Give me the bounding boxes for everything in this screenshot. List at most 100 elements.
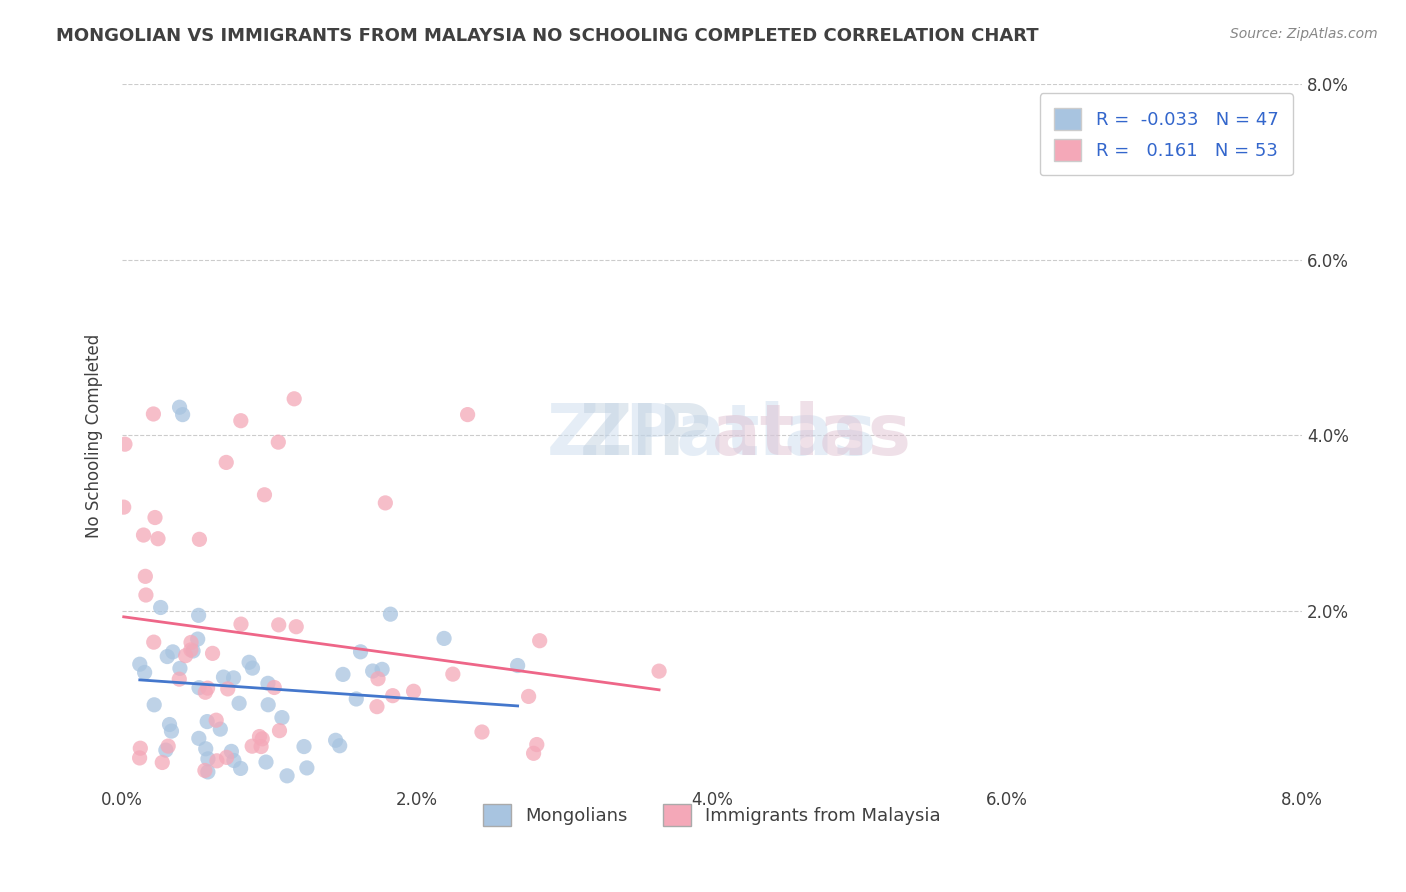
Point bbox=[180, 635, 202, 649]
Text: ZIP: ZIP bbox=[579, 401, 711, 470]
Point bbox=[292, 739, 315, 754]
Point bbox=[240, 739, 263, 754]
Y-axis label: No Schooling Completed: No Schooling Completed bbox=[86, 334, 103, 538]
Point bbox=[135, 588, 157, 602]
Point bbox=[132, 528, 155, 542]
Point bbox=[349, 645, 371, 659]
Point bbox=[238, 655, 260, 669]
Point bbox=[180, 643, 202, 657]
Point bbox=[285, 620, 308, 634]
Point bbox=[143, 510, 166, 524]
Point bbox=[222, 671, 245, 685]
Point bbox=[263, 681, 285, 695]
Point bbox=[128, 657, 150, 672]
Point bbox=[174, 648, 197, 663]
Point bbox=[267, 618, 290, 632]
Point bbox=[197, 764, 219, 779]
Point bbox=[205, 713, 228, 727]
Point bbox=[441, 667, 464, 681]
Point bbox=[195, 714, 218, 729]
Point bbox=[371, 662, 394, 676]
Point bbox=[150, 756, 173, 770]
Point bbox=[276, 769, 298, 783]
Point bbox=[129, 741, 152, 756]
Text: Source: ZipAtlas.com: Source: ZipAtlas.com bbox=[1230, 27, 1378, 41]
Point bbox=[128, 751, 150, 765]
Point bbox=[332, 667, 354, 681]
Point bbox=[344, 692, 367, 706]
Point bbox=[169, 661, 191, 675]
Point bbox=[134, 569, 156, 583]
Point bbox=[197, 681, 219, 695]
Point bbox=[253, 488, 276, 502]
Point bbox=[187, 731, 209, 746]
Point bbox=[221, 744, 243, 758]
Point bbox=[197, 752, 219, 766]
Point bbox=[146, 532, 169, 546]
Point bbox=[142, 635, 165, 649]
Point bbox=[149, 600, 172, 615]
Point bbox=[506, 658, 529, 673]
Point bbox=[242, 661, 264, 675]
Point bbox=[215, 455, 238, 469]
Point bbox=[157, 739, 180, 753]
Point bbox=[169, 672, 191, 686]
Point bbox=[187, 608, 209, 623]
Point bbox=[187, 632, 209, 646]
Point bbox=[269, 723, 291, 738]
Point bbox=[526, 738, 548, 752]
Point bbox=[229, 414, 252, 428]
Point bbox=[283, 392, 305, 406]
Point bbox=[267, 435, 290, 450]
Point bbox=[155, 743, 177, 757]
Point bbox=[212, 670, 235, 684]
Point bbox=[114, 437, 136, 451]
Point bbox=[254, 755, 277, 769]
Point bbox=[142, 407, 165, 421]
Point bbox=[169, 401, 191, 415]
Text: ZIPatlas: ZIPatlas bbox=[547, 401, 877, 470]
Point bbox=[205, 754, 228, 768]
Point bbox=[229, 761, 252, 775]
Point bbox=[374, 496, 396, 510]
Point bbox=[249, 730, 271, 744]
Point bbox=[134, 665, 156, 680]
Point bbox=[112, 500, 135, 515]
Point bbox=[529, 633, 551, 648]
Point bbox=[257, 676, 280, 690]
Point bbox=[160, 724, 183, 739]
Point bbox=[159, 717, 181, 731]
Point bbox=[295, 761, 318, 775]
Point bbox=[181, 644, 204, 658]
Point bbox=[402, 684, 425, 698]
Point bbox=[188, 533, 211, 547]
Point bbox=[471, 725, 494, 739]
Point bbox=[457, 408, 479, 422]
Point bbox=[222, 754, 245, 768]
Point bbox=[257, 698, 280, 712]
Point bbox=[271, 710, 294, 724]
Point bbox=[361, 664, 384, 678]
Point bbox=[325, 733, 347, 747]
Point bbox=[517, 690, 540, 704]
Point bbox=[228, 696, 250, 710]
Text: atlas: atlas bbox=[711, 401, 912, 470]
Point bbox=[381, 689, 404, 703]
Point bbox=[648, 664, 671, 678]
Point bbox=[162, 645, 184, 659]
Point bbox=[250, 731, 273, 746]
Text: MONGOLIAN VS IMMIGRANTS FROM MALAYSIA NO SCHOOLING COMPLETED CORRELATION CHART: MONGOLIAN VS IMMIGRANTS FROM MALAYSIA NO… bbox=[56, 27, 1039, 45]
Point bbox=[523, 747, 546, 761]
Legend: Mongolians, Immigrants from Malaysia: Mongolians, Immigrants from Malaysia bbox=[477, 797, 948, 834]
Point bbox=[215, 750, 238, 764]
Point bbox=[380, 607, 402, 622]
Point bbox=[250, 739, 273, 754]
Point bbox=[433, 632, 456, 646]
Point bbox=[172, 408, 194, 422]
Point bbox=[217, 681, 239, 696]
Point bbox=[367, 672, 389, 686]
Point bbox=[194, 764, 217, 778]
Point bbox=[188, 681, 211, 695]
Point bbox=[143, 698, 166, 712]
Point bbox=[329, 739, 352, 753]
